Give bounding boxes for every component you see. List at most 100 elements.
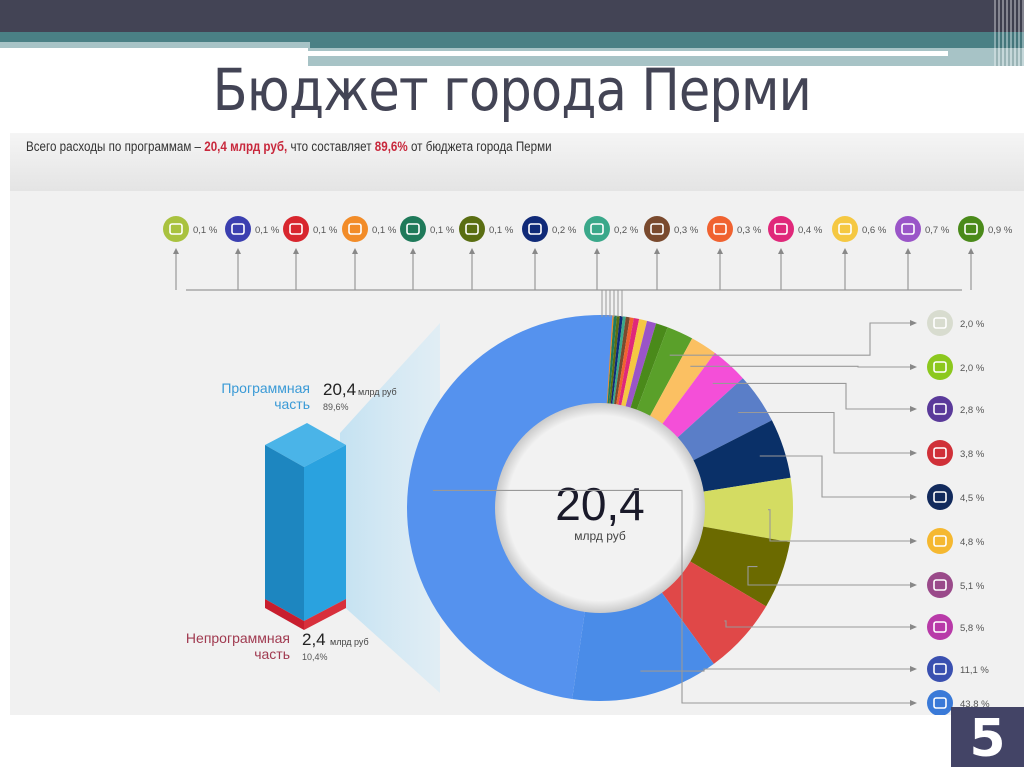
leaf-icon-glyph (590, 223, 604, 235)
projection-beam (340, 323, 440, 693)
connector-line (712, 382, 910, 410)
top-legend-label: 0,1 % (430, 225, 455, 236)
donut-slice (607, 315, 617, 406)
connector-line (690, 365, 910, 368)
paint-roller-icon-glyph (901, 223, 915, 235)
arrow-head (910, 666, 917, 672)
connector-line (669, 322, 910, 356)
building-tree-icon-glyph (933, 361, 947, 373)
right-legend-label: 4,8 % (960, 537, 985, 548)
baby-icon-glyph (964, 223, 978, 235)
donut-hole (495, 403, 705, 613)
keyboard-icon-glyph (650, 223, 664, 235)
shield-icon (832, 216, 858, 242)
arrow-head (842, 248, 848, 254)
right-legend-label: 11,1 % (960, 665, 989, 676)
donut-slice (688, 526, 790, 607)
arrow-head (910, 700, 917, 706)
bar-nonprogram-left (265, 599, 304, 630)
program-label: Программная (221, 380, 310, 396)
arrow-head (968, 248, 974, 254)
arrow-head (778, 248, 784, 254)
program-label: часть (274, 396, 310, 412)
right-legend-label: 2,0 % (960, 319, 985, 330)
connector-line (724, 620, 910, 628)
donut-slice (618, 317, 640, 408)
bar-nonprogram-right (304, 599, 346, 630)
right-legend-label: 43,8 % (960, 699, 990, 710)
nonprogram-unit: млрд руб (330, 637, 369, 647)
summary-middle: что составляет (287, 139, 375, 154)
touchscreen-icon-glyph (231, 223, 245, 235)
right-legend-label: 2,8 % (960, 405, 985, 416)
arrow-head (173, 248, 179, 254)
thumbs-up-icon (459, 216, 485, 242)
nonprogram-value: 2,4 (302, 630, 326, 649)
donut-slice (625, 320, 657, 410)
bar-chart-icon-glyph (933, 317, 947, 329)
right-legend-label: 3,8 % (960, 449, 985, 460)
alarm-icon (163, 216, 189, 242)
connector-line (738, 411, 910, 454)
center-value: 20,4 (555, 478, 645, 530)
top-legend-label: 0,3 % (737, 225, 762, 236)
donut-slice (615, 317, 634, 407)
thumbs-up-icon-glyph (465, 223, 479, 235)
connector-line (640, 668, 910, 672)
chart-hand-icon-glyph (289, 223, 303, 235)
top-legend-label: 0,1 % (372, 225, 397, 236)
bar-top (265, 423, 346, 467)
donut-slice (691, 420, 791, 492)
donut-slice (610, 316, 623, 406)
traffic-light-icon-glyph (933, 621, 947, 633)
right-legend-label: 4,5 % (960, 493, 985, 504)
checkbox-icon (768, 216, 794, 242)
arrow-head (905, 248, 911, 254)
chart-hand-icon (283, 216, 309, 242)
keyboard-icon (644, 216, 670, 242)
donut-slice (636, 327, 693, 418)
connector-line (759, 455, 910, 498)
signpost-icon (707, 216, 733, 242)
connector-line (747, 566, 910, 586)
bar-left-face (265, 445, 304, 621)
donut-slice (649, 338, 715, 426)
donut-slice (572, 591, 714, 701)
book-icon (927, 690, 953, 715)
connector-line (767, 509, 910, 542)
program-value: 20,4 (323, 380, 356, 399)
people-icon-glyph (528, 223, 542, 235)
arrow-head (717, 248, 723, 254)
bar-chart-icon (927, 310, 953, 336)
runner-icon-glyph (933, 447, 947, 459)
top-legend-label: 0,4 % (798, 225, 823, 236)
header-band-dark (0, 0, 1024, 32)
header-stripes (994, 0, 1024, 66)
arrow-head (235, 248, 241, 254)
theater-masks-icon-glyph (933, 491, 947, 503)
donut-slice (620, 319, 648, 409)
road-works-icon-glyph (933, 663, 947, 675)
header-band-white (0, 48, 308, 66)
top-legend-label: 0,1 % (313, 225, 338, 236)
summary-amount: 20,4 млрд руб, (204, 139, 288, 154)
top-legend-label: 0,2 % (614, 225, 639, 236)
nonprogram-percent: 10,4% (302, 652, 328, 662)
shield-icon-glyph (838, 223, 852, 235)
donut-slice (661, 352, 743, 439)
arrow-head (910, 320, 917, 326)
top-legend-label: 0,1 % (255, 225, 280, 236)
donut-slice (660, 560, 767, 664)
checkbox-icon-glyph (774, 223, 788, 235)
donut-slice (608, 315, 620, 406)
donut-slice (676, 378, 772, 462)
arrow-head (910, 494, 917, 500)
top-legend-label: 0,7 % (925, 225, 950, 236)
faucet-icon-glyph (933, 403, 947, 415)
connector-line (432, 489, 910, 704)
tram-icon-glyph (933, 535, 947, 547)
tree-warning-icon (400, 216, 426, 242)
road-works-icon (927, 656, 953, 682)
slide-title: Бюджет города Перми (212, 56, 812, 124)
